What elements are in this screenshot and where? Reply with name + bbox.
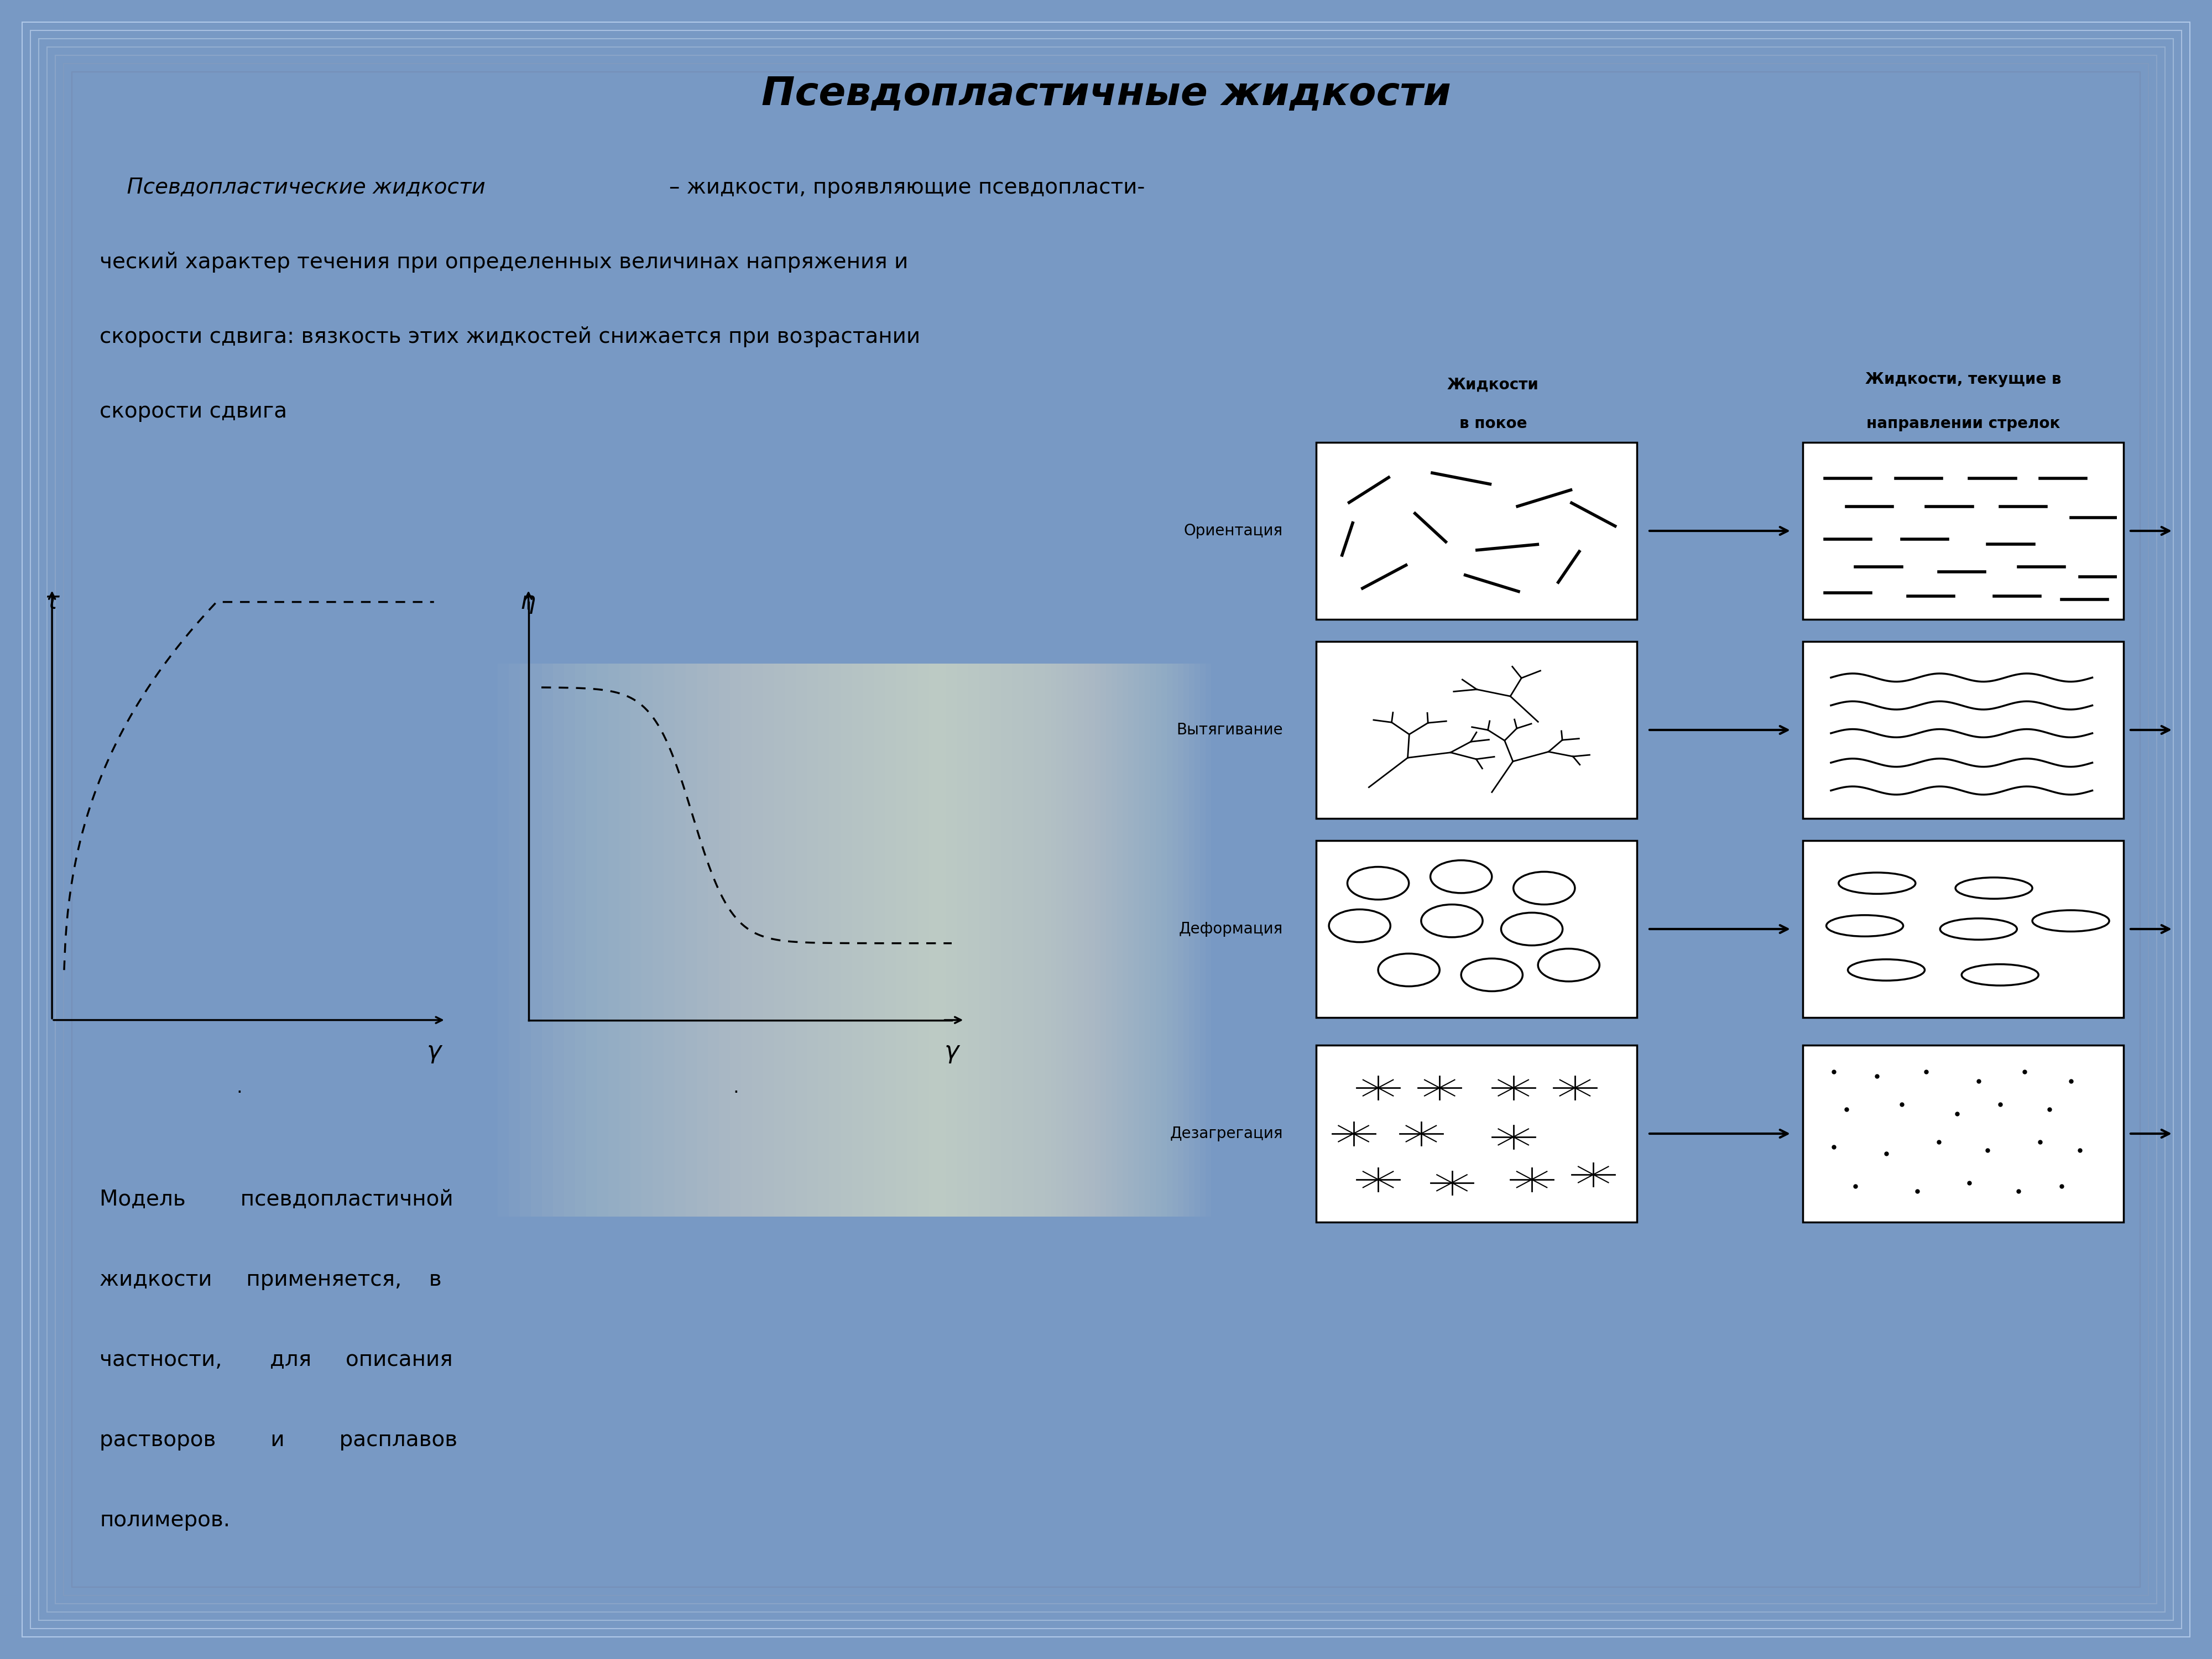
Text: .: . bbox=[732, 1078, 739, 1097]
Bar bbox=[984, 664, 1183, 1216]
Ellipse shape bbox=[1827, 916, 1902, 936]
Bar bbox=[619, 664, 1002, 1216]
Bar bbox=[1803, 443, 2124, 619]
Bar bbox=[830, 664, 1106, 1216]
Bar bbox=[1803, 642, 2124, 818]
Text: полимеров.: полимеров. bbox=[100, 1510, 230, 1531]
Text: Жидкости: Жидкости bbox=[1447, 377, 1540, 393]
Bar bbox=[951, 664, 1168, 1216]
Text: τ: τ bbox=[44, 591, 60, 614]
Bar bbox=[896, 664, 1139, 1216]
Text: направлении стрелок: направлении стрелок bbox=[1867, 416, 2059, 431]
Text: растворов        и        расплавов: растворов и расплавов bbox=[100, 1430, 458, 1450]
Ellipse shape bbox=[2033, 911, 2110, 931]
Bar bbox=[995, 664, 1190, 1216]
Text: жидкости     применяется,    в: жидкости применяется, в bbox=[100, 1269, 442, 1291]
Bar bbox=[553, 664, 969, 1216]
Text: скорости сдвига: вязкость этих жидкостей снижается при возрастании: скорости сдвига: вязкость этих жидкостей… bbox=[100, 327, 920, 347]
Bar bbox=[730, 664, 1057, 1216]
Bar bbox=[1316, 443, 1637, 619]
Text: Псевдопластичные жидкости: Псевдопластичные жидкости bbox=[761, 75, 1451, 113]
Text: Дезагрегация: Дезагрегация bbox=[1170, 1126, 1283, 1141]
Bar bbox=[531, 664, 956, 1216]
Bar bbox=[785, 664, 1084, 1216]
Bar bbox=[520, 664, 951, 1216]
Text: частности,       для     описания: частности, для описания bbox=[100, 1349, 453, 1370]
Bar bbox=[796, 664, 1088, 1216]
Bar bbox=[498, 664, 940, 1216]
Ellipse shape bbox=[1962, 964, 2039, 985]
Bar bbox=[708, 664, 1044, 1216]
Circle shape bbox=[1431, 861, 1491, 893]
Bar bbox=[664, 664, 1022, 1216]
Circle shape bbox=[1347, 868, 1409, 899]
Bar bbox=[940, 664, 1161, 1216]
Bar bbox=[1040, 664, 1212, 1216]
Bar bbox=[907, 664, 1146, 1216]
Bar bbox=[675, 664, 1029, 1216]
Bar bbox=[641, 664, 1013, 1216]
Text: ческий характер течения при определенных величинах напряжения и: ческий характер течения при определенных… bbox=[100, 252, 909, 272]
Bar bbox=[885, 664, 1133, 1216]
Bar bbox=[1018, 664, 1201, 1216]
Circle shape bbox=[1502, 912, 1562, 946]
Circle shape bbox=[1329, 909, 1391, 942]
Bar bbox=[973, 664, 1177, 1216]
Circle shape bbox=[1462, 959, 1522, 990]
Bar bbox=[586, 664, 984, 1216]
Bar bbox=[1029, 664, 1206, 1216]
Bar bbox=[929, 664, 1155, 1216]
Bar bbox=[719, 664, 1051, 1216]
Bar bbox=[918, 664, 1150, 1216]
Bar bbox=[1006, 664, 1194, 1216]
Bar bbox=[818, 664, 1099, 1216]
Text: Модель        псевдопластичной: Модель псевдопластичной bbox=[100, 1190, 453, 1209]
Bar bbox=[1316, 642, 1637, 818]
Text: Вытягивание: Вытягивание bbox=[1177, 722, 1283, 738]
Bar bbox=[575, 664, 978, 1216]
Text: – жидкости, проявляющие псевдопласти-: – жидкости, проявляющие псевдопласти- bbox=[670, 178, 1146, 197]
Text: γ: γ bbox=[427, 1040, 440, 1063]
Bar bbox=[697, 664, 1040, 1216]
Bar bbox=[1803, 1045, 2124, 1223]
Circle shape bbox=[1537, 949, 1599, 982]
Bar bbox=[752, 664, 1066, 1216]
Bar bbox=[841, 664, 1113, 1216]
Text: Ориентация: Ориентация bbox=[1183, 523, 1283, 539]
Bar bbox=[874, 664, 1128, 1216]
Ellipse shape bbox=[1955, 878, 2033, 899]
Bar bbox=[863, 664, 1121, 1216]
Bar bbox=[1803, 841, 2124, 1017]
Bar bbox=[542, 664, 962, 1216]
Bar bbox=[763, 664, 1073, 1216]
Circle shape bbox=[1378, 954, 1440, 987]
Text: в покое: в покое bbox=[1460, 416, 1526, 431]
Bar bbox=[686, 664, 1035, 1216]
Text: Жидкости, текущие в: Жидкости, текущие в bbox=[1865, 372, 2062, 387]
Bar bbox=[774, 664, 1079, 1216]
Bar bbox=[741, 664, 1062, 1216]
Text: γ: γ bbox=[945, 1040, 960, 1063]
Bar bbox=[962, 664, 1172, 1216]
Text: η: η bbox=[520, 591, 535, 614]
Bar bbox=[564, 664, 973, 1216]
Bar bbox=[807, 664, 1095, 1216]
Bar bbox=[852, 664, 1117, 1216]
Text: .: . bbox=[237, 1078, 241, 1097]
Bar bbox=[653, 664, 1018, 1216]
Bar bbox=[1316, 841, 1637, 1017]
Circle shape bbox=[1420, 904, 1482, 937]
Circle shape bbox=[1513, 871, 1575, 904]
Bar bbox=[509, 664, 947, 1216]
Text: Псевдопластические жидкости: Псевдопластические жидкости bbox=[100, 178, 493, 197]
Bar bbox=[608, 664, 995, 1216]
Bar bbox=[1316, 1045, 1637, 1223]
Ellipse shape bbox=[1847, 959, 1924, 980]
Text: Деформация: Деформация bbox=[1179, 921, 1283, 937]
Text: скорости сдвига: скорости сдвига bbox=[100, 401, 288, 421]
Bar bbox=[630, 664, 1006, 1216]
Ellipse shape bbox=[1940, 919, 2017, 939]
Bar bbox=[597, 664, 989, 1216]
Ellipse shape bbox=[1838, 873, 1916, 894]
